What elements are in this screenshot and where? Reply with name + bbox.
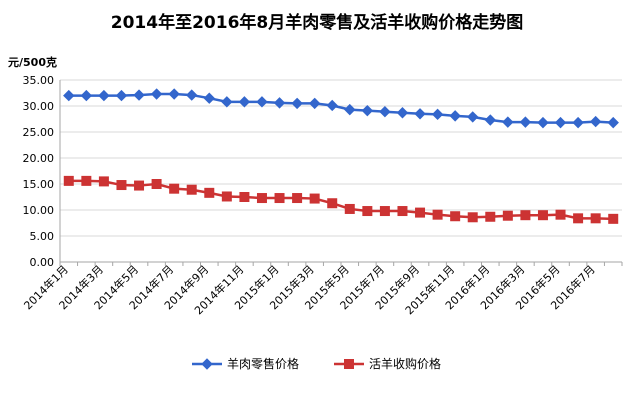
data-point [502,210,513,221]
legend-label: 活羊收购价格 [369,356,441,371]
data-point [98,89,110,102]
y-tick-label: 30.00 [23,100,55,113]
data-point [80,89,93,102]
data-point [203,92,215,104]
data-point [344,103,356,116]
data-point [554,116,567,129]
data-point [115,89,128,102]
data-point [186,184,197,195]
y-tick-label: 5.00 [30,230,55,243]
data-point [590,213,601,224]
legend-marker [201,358,213,370]
data-point [273,97,286,109]
data-point [238,96,251,108]
data-point [292,193,303,204]
data-point [256,96,268,108]
legend-marker [344,359,354,369]
y-axis-label: 元/500克 [8,55,57,69]
data-point [379,106,391,118]
data-point [309,193,320,204]
series-2 [63,175,619,224]
data-point [169,183,180,194]
data-point [204,187,215,198]
data-point [450,211,461,222]
data-point [98,176,109,187]
data-point [151,179,162,189]
chart-title: 2014年至2016年8月羊肉零售及活羊收购价格走势图 [110,13,524,33]
data-point [221,96,233,108]
data-point [396,107,409,119]
data-point [432,209,443,220]
data-point [221,191,232,202]
data-point [116,180,127,191]
y-tick-label: 35.00 [23,74,55,87]
y-tick-label: 0.00 [30,256,55,269]
data-point [467,111,479,123]
data-point [414,108,426,120]
legend-label: 羊肉零售价格 [227,356,299,371]
data-point [134,180,145,191]
y-tick-label: 20.00 [23,152,55,165]
legend-item: 羊肉零售价格 [192,356,299,371]
legend-item: 活羊收购价格 [334,356,441,371]
data-point [379,206,390,217]
data-point [484,114,496,126]
data-point [520,210,531,221]
data-point [256,193,267,204]
data-point [608,213,619,224]
data-point [81,175,92,186]
data-point [537,210,548,221]
data-point [168,88,180,100]
y-tick-label: 25.00 [23,126,55,139]
data-point [326,99,338,112]
data-point [291,97,303,110]
series-line [68,179,614,221]
data-point [485,211,496,222]
series-1 [63,88,619,129]
data-point [589,115,602,128]
data-point [63,89,75,102]
data-point [327,198,338,209]
data-point [415,207,426,218]
data-point [467,212,478,223]
data-point [431,108,444,121]
data-point [397,206,408,217]
data-point [573,213,584,224]
series-line [68,92,614,124]
data-point [555,209,566,220]
data-point [186,89,198,101]
data-point [133,89,145,101]
data-point [519,116,532,128]
data-point [239,192,250,202]
data-point [572,116,584,129]
data-point [362,206,373,217]
axes: 0.005.0010.0015.0020.0025.0030.0035.0020… [21,74,623,317]
series-layer [63,88,619,224]
legend: 羊肉零售价格 活羊收购价格 [192,356,441,371]
data-point [274,193,285,204]
y-tick-label: 15.00 [23,178,55,191]
data-point [449,110,461,122]
data-point [150,88,163,100]
data-point [361,104,374,117]
data-point [308,97,321,110]
data-point [502,116,514,128]
data-point [63,175,74,186]
y-tick-label: 10.00 [23,204,55,217]
data-point [607,116,619,129]
data-point [537,116,549,129]
data-point [344,203,355,214]
